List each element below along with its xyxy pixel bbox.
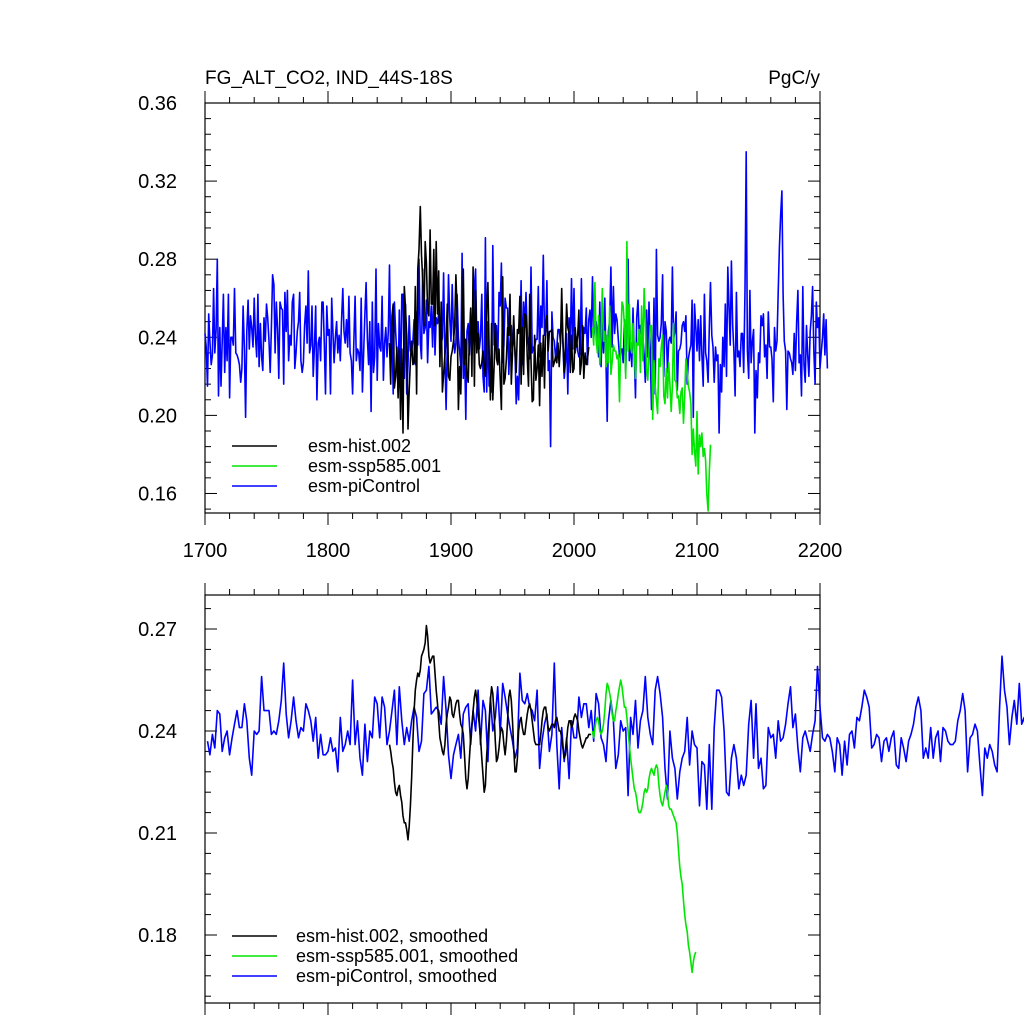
y-tick-label: 0.27 [138,619,177,641]
y-tick-label: 0.32 [138,171,177,193]
y-tick-label: 0.36 [138,93,177,115]
x-tick-label: 2000 [552,540,597,562]
top-panel: FG_ALT_CO2, IND_44S-18S PgC/y 1700 1800 19… [138,68,842,562]
legend-label: esm-ssp585.001, smoothed [296,946,518,966]
x-tick-label: 1700 [183,540,228,562]
bottom-axes: 0.18 0.21 0.24 0.27 [138,583,821,1015]
x-tick-label: 1800 [306,540,351,562]
bottom-panel: 0.180.210.240.27 esm-hist.002, smoothede… [138,583,1024,1015]
x-tick-label: 2200 [798,540,843,562]
y-tick-label: 0.24 [138,327,177,349]
legend-label: esm-ssp585.001 [308,456,441,476]
legend-label: esm-piControl [308,476,420,496]
y-tick-label: 0.28 [138,249,177,271]
legend-label: esm-hist.002 [308,436,411,456]
legend-label: esm-hist.002, smoothed [296,926,488,946]
top-axes: 1700 1800 1900 2000 2100 2200 0.16 0.20 0.24 0.28… [138,91,842,562]
bottom-series-esm-hist-002-smoothed [388,624,592,841]
y-tick-label: 0.24 [138,721,177,743]
bottom-series-esm-picontrol-smoothed [206,655,1024,811]
top-panel-title: FG_ALT_CO2, IND_44S-18S [205,68,453,89]
y-tick-label: 0.20 [138,405,177,427]
top-series-esm-picontrol [204,151,829,448]
y-tick-label: 0.18 [138,925,177,947]
legend-label: esm-piControl, smoothed [296,966,497,986]
top-plot-frame [204,102,821,514]
top-panel-units: PgC/y [768,68,820,89]
top-series-esm-ssp585-001 [591,240,712,512]
bottom-series-group [206,624,1024,974]
y-tick-label: 0.21 [138,823,177,845]
x-tick-label: 1900 [429,540,474,562]
bottom-plot-frame [204,594,821,1004]
bottom-series-esm-ssp585-001-smoothed [591,679,697,974]
y-tick-label: 0.16 [138,483,177,505]
x-tick-label: 2100 [675,540,720,562]
top-series-group [204,151,829,512]
top-series-esm-hist-002 [388,205,590,434]
